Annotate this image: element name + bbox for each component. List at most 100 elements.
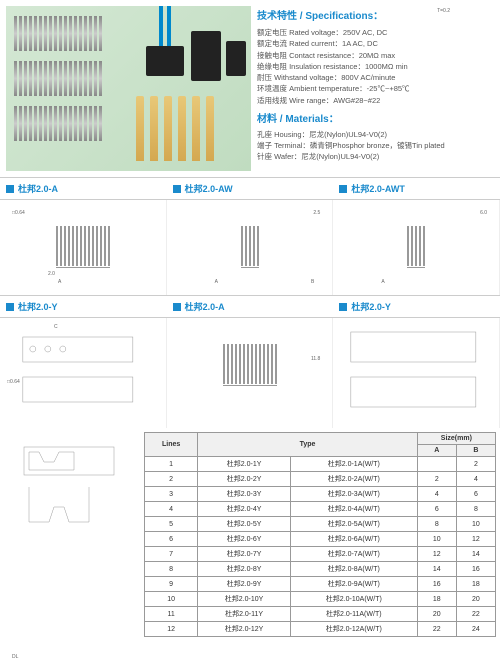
diagrams-row1: □0.64 2.0 A 2.5 A B 6.0 A [0, 200, 500, 295]
dim-label: □0.64 [7, 379, 20, 385]
table-row: 11杜邦2.0-11Y杜邦2.0-11A(W/T)2022 [145, 607, 496, 622]
spec-row: 环境温度 Ambient temperature：-25℃~+85℃ [257, 83, 488, 94]
materials-header: 材料 / Materials： [257, 112, 488, 127]
square-icon [339, 185, 347, 193]
table-cell: 18 [456, 577, 495, 592]
size-table-section: Lines Type Size(mm) A B 1杜邦2.0-1Y杜邦2.0-1… [140, 428, 500, 641]
table-row: 3杜邦2.0-3Y杜邦2.0-3A(W/T)46 [145, 487, 496, 502]
table-cell: 22 [417, 622, 456, 637]
table-cell: 杜邦2.0-10Y [198, 592, 291, 607]
table-cell: 杜邦2.0-12Y [198, 622, 291, 637]
table-cell: 10 [417, 532, 456, 547]
table-cell: 24 [456, 622, 495, 637]
dim-label: T=0.2 [437, 8, 450, 14]
connector-3 [226, 41, 246, 76]
terminal-drawing: T=0.2 DL [0, 428, 140, 641]
table-cell: 杜邦2.0-11Y [198, 607, 291, 622]
table-cell: 杜邦2.0-8A(W/T) [290, 562, 417, 577]
diagram-header-item: 杜邦2.0-AWT [333, 178, 500, 199]
square-icon [6, 303, 14, 311]
th-a: A [417, 445, 456, 457]
table-cell: 8 [456, 502, 495, 517]
connector-1 [146, 46, 184, 76]
table-cell: 6 [417, 502, 456, 517]
th-lines: Lines [145, 433, 198, 457]
table-cell: 4 [145, 502, 198, 517]
dim-label: B [311, 279, 314, 285]
table-cell: 杜邦2.0-8Y [198, 562, 291, 577]
size-table: Lines Type Size(mm) A B 1杜邦2.0-1Y杜邦2.0-1… [144, 432, 496, 637]
material-row: 孔座 Housing：尼龙(Nylon)UL94-V0(2) [257, 129, 488, 140]
table-cell: 杜邦2.0-9Y [198, 577, 291, 592]
table-row: 12杜邦2.0-12Y杜邦2.0-12A(W/T)2224 [145, 622, 496, 637]
table-cell: 10 [145, 592, 198, 607]
diagram-y: C □0.64 [0, 318, 167, 428]
th-b: B [456, 445, 495, 457]
th-size: Size(mm) [417, 433, 495, 445]
table-cell: 杜邦2.0-3Y [198, 487, 291, 502]
table-cell: 6 [456, 487, 495, 502]
diagram-title: 杜邦2.0-AW [185, 182, 233, 195]
table-cell: 杜邦2.0-7A(W/T) [290, 547, 417, 562]
table-cell: 20 [417, 607, 456, 622]
table-row: 2杜邦2.0-2Y杜邦2.0-2A(W/T)24 [145, 472, 496, 487]
pin-row-3 [14, 106, 102, 141]
table-cell: 22 [456, 607, 495, 622]
dim-label: 2.0 [48, 271, 55, 277]
diagram-title: 杜邦2.0-A [18, 182, 58, 195]
square-icon [339, 303, 347, 311]
table-cell: 9 [145, 577, 198, 592]
table-cell: 杜邦2.0-2Y [198, 472, 291, 487]
spec-row: 接触电阻 Contact resistance：20MΩ max [257, 50, 488, 61]
table-cell: 8 [145, 562, 198, 577]
diagram-title: 杜邦2.0-Y [18, 300, 58, 313]
table-cell: 4 [456, 472, 495, 487]
table-cell: 2 [417, 472, 456, 487]
diagram-title: 杜邦2.0-A [185, 300, 225, 313]
table-row: 7杜邦2.0-7Y杜邦2.0-7A(W/T)1214 [145, 547, 496, 562]
dim-label: C [54, 324, 58, 330]
dim-label: 11.8 [311, 356, 320, 362]
table-cell: 12 [417, 547, 456, 562]
table-cell: 杜邦2.0-11A(W/T) [290, 607, 417, 622]
square-icon [173, 185, 181, 193]
diagram-y2 [333, 318, 500, 428]
diagram-header-item: 杜邦2.0-AW [167, 178, 334, 199]
diagram-a: □0.64 2.0 A [0, 200, 167, 295]
table-cell: 1 [145, 457, 198, 472]
connector-2 [191, 31, 221, 81]
dim-label: A [381, 279, 384, 285]
table-cell: 4 [417, 487, 456, 502]
table-cell: 2 [456, 457, 495, 472]
pin-row-1 [14, 16, 102, 51]
specifications-panel: 技术特性 / Specifications： 额定电压 Rated voltag… [251, 6, 494, 171]
dim-label: 6.0 [480, 210, 487, 216]
table-row: 5杜邦2.0-5Y杜邦2.0-5A(W/T)810 [145, 517, 496, 532]
table-cell: 10 [456, 517, 495, 532]
th-type: Type [198, 433, 417, 457]
diagram-header-item: 杜邦2.0-Y [0, 296, 167, 317]
specs-header: 技术特性 / Specifications： [257, 9, 488, 24]
table-cell: 12 [456, 532, 495, 547]
table-cell: 杜邦2.0-4A(W/T) [290, 502, 417, 517]
table-cell: 14 [417, 562, 456, 577]
material-row: 针座 Wafer：尼龙(Nylon)UL94-V0(2) [257, 151, 488, 162]
table-cell: 16 [456, 562, 495, 577]
table-cell: 16 [417, 577, 456, 592]
diagram-header-item: 杜邦2.0-A [167, 296, 334, 317]
table-cell: 5 [145, 517, 198, 532]
diagram-headers-row1: 杜邦2.0-A 杜邦2.0-AW 杜邦2.0-AWT [0, 177, 500, 200]
table-row: 9杜邦2.0-9Y杜邦2.0-9A(W/T)1618 [145, 577, 496, 592]
diagram-a2: 11.8 [167, 318, 334, 428]
dim-label: A [215, 279, 218, 285]
double-row-diagram [337, 322, 495, 422]
dim-label: A [58, 279, 61, 285]
spec-row: 耐压 Withstand voltage：800V AC/minute [257, 72, 488, 83]
table-cell: 杜邦2.0-6Y [198, 532, 291, 547]
table-cell: 6 [145, 532, 198, 547]
table-cell: 杜邦2.0-1Y [198, 457, 291, 472]
table-row: 6杜邦2.0-6Y杜邦2.0-6A(W/T)1012 [145, 532, 496, 547]
diagram-headers-row2: 杜邦2.0-Y杜邦2.0-A杜邦2.0-Y [0, 295, 500, 318]
table-row: 1杜邦2.0-1Y杜邦2.0-1A(W/T)2 [145, 457, 496, 472]
product-image [6, 6, 251, 171]
